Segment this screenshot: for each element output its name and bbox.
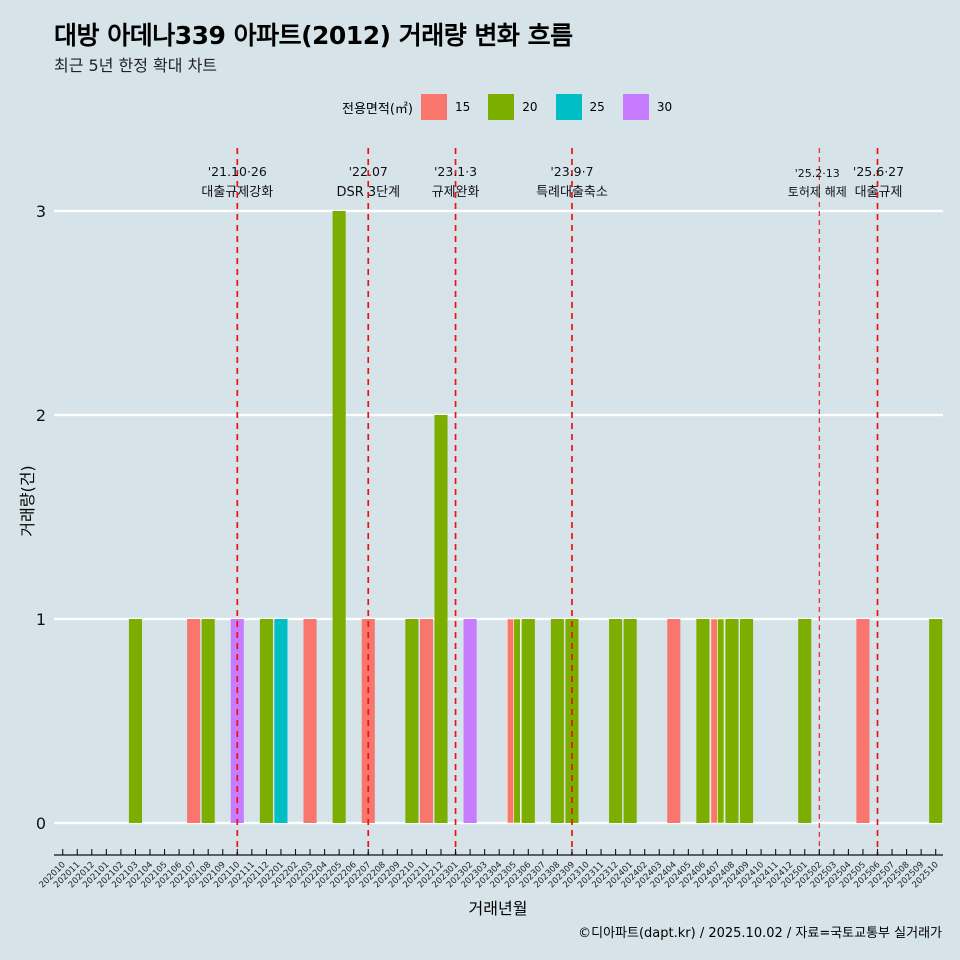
event-date: '23.9·7: [550, 164, 593, 179]
bar-202103-20: [128, 619, 142, 823]
bar-202305-20: [513, 618, 521, 824]
event-label: 규제완화: [432, 185, 480, 200]
legend-title: 전용면적(㎡): [342, 101, 413, 117]
bar-202401-20: [623, 619, 637, 823]
bar-202409-20: [740, 619, 754, 823]
event-date: '25.6·27: [853, 164, 904, 179]
bar-202212-20: [434, 415, 448, 823]
bar-202108-20: [201, 619, 215, 823]
bar-202201-25: [274, 619, 288, 823]
bar-202404-15: [667, 619, 681, 823]
event-annotations: '21.10·26 대출규제강화 '22.07 DSR 3단계 '23.1·3 규제완화 '…: [201, 164, 904, 200]
legend: 전용면적(㎡) 15 20 25 30: [342, 93, 690, 121]
bar-202112-20: [259, 619, 273, 823]
bar-202312-20: [609, 619, 623, 823]
bar-202305-15: [506, 618, 515, 824]
x-axis-title: 거래년월: [469, 899, 528, 918]
legend-key-25: [555, 94, 582, 120]
bar-202308-20: [550, 619, 564, 823]
bar-202406-20: [696, 619, 710, 823]
event-label: 대출규제: [855, 185, 903, 200]
bar-202107-15: [187, 619, 201, 823]
bar-202505-15: [856, 619, 870, 823]
legend-key-15: [420, 94, 447, 120]
chart-subtitle: 최근 5년 한정 확대 차트: [54, 56, 218, 75]
chart-title: 대방 아데나339 아파트(2012) 거래량 변화 흐름: [54, 21, 573, 50]
bar-202501-20: [798, 619, 812, 823]
bar-202211-15: [419, 619, 433, 823]
event-label: 대출규제강화: [201, 185, 273, 200]
y-axis-title: 거래량(건): [18, 465, 37, 536]
legend-key-20: [488, 94, 515, 120]
bar-202306-20: [521, 619, 535, 823]
event-lines: [236, 148, 879, 855]
legend-label-25: 25: [589, 100, 605, 114]
bar-202302-30: [463, 619, 477, 823]
event-date: '21.10·26: [208, 164, 267, 179]
bar-202408-20: [725, 619, 739, 823]
y-tick-label: 1: [36, 610, 46, 629]
caption: ©디아파트(dapt.kr) / 2025.10.02 / 자료=국토교통부 실…: [578, 926, 942, 941]
legend-label-20: 20: [522, 100, 538, 114]
bar-202407-15: [710, 618, 718, 824]
y-tick-label: 0: [36, 814, 46, 833]
y-axis: 0 1 2 3: [36, 202, 46, 833]
bar-202205-20: [332, 211, 346, 823]
bar-202407-20: [717, 618, 725, 824]
bar-202210-20: [405, 619, 419, 823]
bar-202203-15: [303, 619, 317, 823]
event-label: DSR 3단계: [336, 185, 400, 200]
x-axis: 2020102020112020122021012021022021032021…: [38, 849, 943, 890]
event-date: '23.1·3: [434, 164, 477, 179]
legend-label-30: 30: [656, 100, 673, 114]
bar-202510-20: [929, 619, 943, 823]
event-label: 특례대출축소: [536, 185, 608, 200]
y-tick-label: 2: [36, 406, 46, 425]
y-tick-label: 3: [36, 202, 46, 221]
legend-label-15: 15: [454, 100, 471, 114]
event-date: '22.07: [349, 164, 388, 179]
event-label: 토허제 해제: [788, 185, 847, 199]
bars: [128, 211, 943, 824]
event-date: '25.2·13: [795, 167, 840, 180]
legend-key-30: [622, 94, 649, 120]
